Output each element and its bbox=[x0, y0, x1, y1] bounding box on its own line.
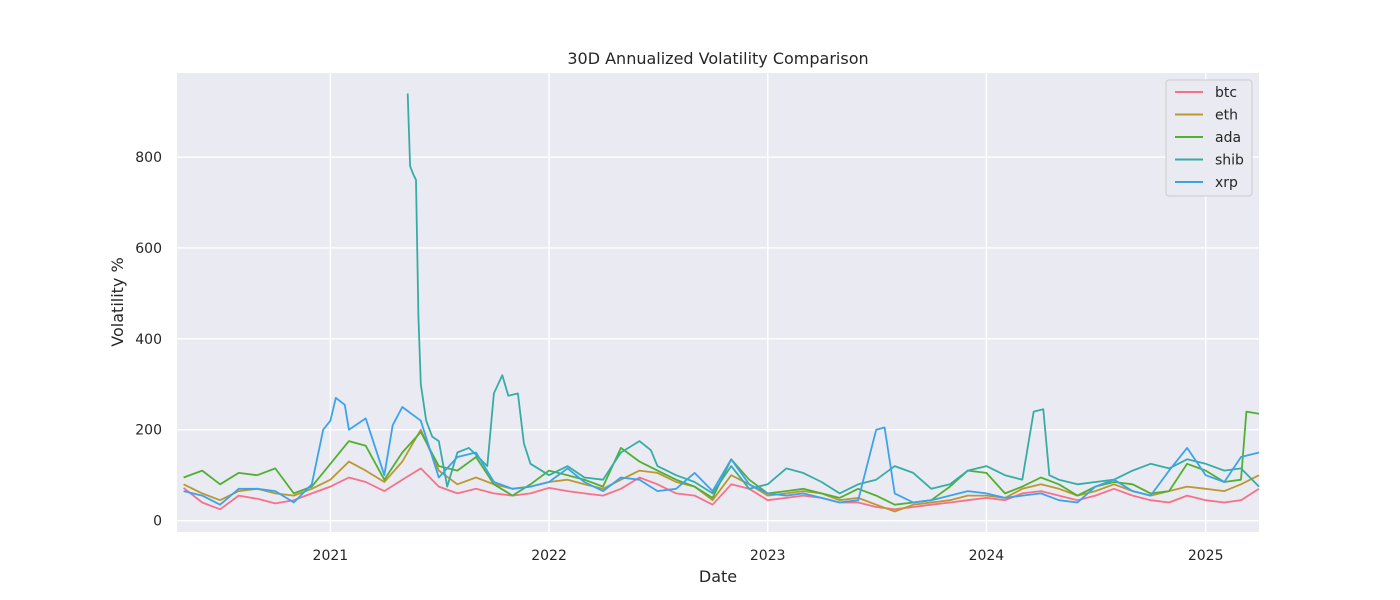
legend-label-shib: shib bbox=[1215, 153, 1244, 169]
legend-box bbox=[1165, 79, 1253, 197]
x-axis-label: Date bbox=[699, 567, 737, 586]
y-tick-label: 600 bbox=[135, 241, 162, 257]
legend: btc eth ada shib xrp bbox=[1165, 79, 1253, 197]
plot-background bbox=[177, 73, 1259, 532]
legend-label-btc: btc bbox=[1215, 85, 1237, 101]
chart-title: 30D Annualized Volatility Comparison bbox=[567, 49, 868, 68]
y-axis-label: Volatility % bbox=[108, 257, 127, 346]
series-line-xrp bbox=[183, 397, 1260, 506]
legend-label-eth: eth bbox=[1215, 108, 1238, 124]
x-tick-label: 2024 bbox=[969, 548, 1005, 564]
grid-layer bbox=[177, 73, 1259, 532]
x-tick-label: 2025 bbox=[1188, 548, 1224, 564]
legend-items: btc eth ada shib xrp bbox=[1175, 85, 1244, 191]
x-tick-label: 2023 bbox=[750, 548, 786, 564]
y-tick-label: 200 bbox=[135, 423, 162, 439]
tick-layer: 0 200 400 600 800 2021 2022 2023 2024 2025 bbox=[135, 150, 1223, 564]
legend-label-ada: ada bbox=[1215, 130, 1241, 146]
x-tick-label: 2022 bbox=[531, 548, 567, 564]
y-tick-label: 400 bbox=[135, 332, 162, 348]
x-tick-label: 2021 bbox=[313, 548, 349, 564]
y-tick-label: 0 bbox=[153, 514, 162, 530]
y-tick-label: 800 bbox=[135, 150, 162, 166]
series-layer bbox=[183, 93, 1260, 513]
series-line-shib bbox=[406, 93, 1260, 495]
legend-label-xrp: xrp bbox=[1215, 175, 1238, 191]
